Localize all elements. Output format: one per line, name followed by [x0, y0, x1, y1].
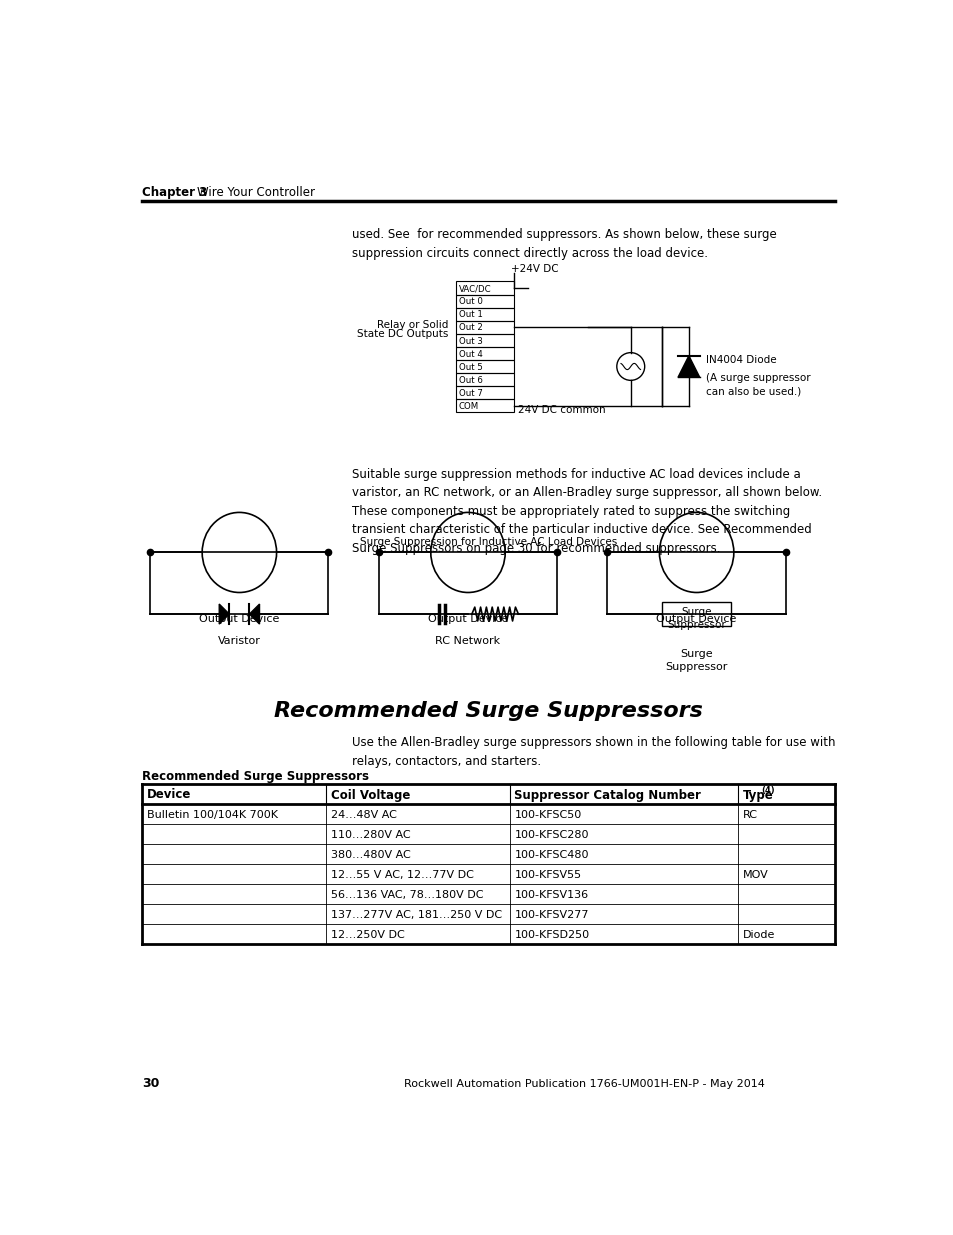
Polygon shape	[678, 356, 699, 377]
Text: Out 3: Out 3	[458, 337, 482, 346]
Polygon shape	[249, 604, 259, 624]
Text: Varistor: Varistor	[217, 636, 260, 646]
Text: Suitable surge suppression methods for inductive AC load devices include a
varis: Suitable surge suppression methods for i…	[352, 468, 821, 555]
Text: 100-KFSD250: 100-KFSD250	[514, 930, 589, 940]
Text: Out 6: Out 6	[458, 375, 482, 385]
Text: 100-KFSC480: 100-KFSC480	[514, 850, 588, 860]
Bar	[661, 601, 731, 626]
Text: Suppressor Catalog Number: Suppressor Catalog Number	[514, 788, 700, 802]
Bar	[456, 359, 514, 373]
Text: Out 2: Out 2	[458, 324, 482, 332]
Bar	[456, 399, 514, 412]
Text: 100-KFSV136: 100-KFSV136	[514, 890, 588, 900]
Text: used. See  for recommended suppressors. As shown below, these surge
suppression : used. See for recommended suppressors. A…	[352, 227, 776, 259]
Text: 110…280V AC: 110…280V AC	[331, 830, 410, 840]
Bar	[456, 347, 514, 359]
Text: Output Device: Output Device	[199, 614, 279, 624]
Bar	[456, 282, 514, 294]
Text: 100-KFSC280: 100-KFSC280	[514, 830, 588, 840]
Text: Device: Device	[147, 788, 192, 802]
Text: VAC/DC: VAC/DC	[458, 284, 491, 293]
Text: (A surge suppressor
can also be used.): (A surge suppressor can also be used.)	[705, 373, 810, 396]
Text: Out 5: Out 5	[458, 363, 482, 372]
Bar	[456, 321, 514, 333]
Text: Type: Type	[742, 788, 773, 802]
Text: IN4004 Diode: IN4004 Diode	[705, 354, 776, 364]
Text: Surge
Suppressor: Surge Suppressor	[666, 608, 725, 630]
Text: Out 4: Out 4	[458, 350, 482, 358]
Bar	[456, 333, 514, 347]
Text: Out 1: Out 1	[458, 310, 482, 320]
Text: Out 7: Out 7	[458, 389, 482, 398]
Text: 380…480V AC: 380…480V AC	[331, 850, 410, 860]
Text: Recommended Surge Suppressors: Recommended Surge Suppressors	[142, 771, 369, 783]
Text: Diode: Diode	[742, 930, 775, 940]
Text: Use the Allen-Bradley surge suppressors shown in the following table for use wit: Use the Allen-Bradley surge suppressors …	[352, 736, 835, 768]
Text: Relay or Solid: Relay or Solid	[376, 320, 448, 330]
Text: Surge Suppression for Inductive AC Load Devices: Surge Suppression for Inductive AC Load …	[360, 537, 617, 547]
Text: 24V DC common: 24V DC common	[517, 405, 605, 415]
Text: 12…250V DC: 12…250V DC	[331, 930, 404, 940]
Text: State DC Outputs: State DC Outputs	[356, 330, 448, 340]
Text: Chapter 3: Chapter 3	[142, 185, 208, 199]
Text: (4): (4)	[760, 785, 774, 795]
Text: 100-KFSC50: 100-KFSC50	[514, 810, 581, 820]
Text: MOV: MOV	[742, 871, 768, 881]
Text: Wire Your Controller: Wire Your Controller	[196, 185, 314, 199]
Text: 30: 30	[142, 1077, 160, 1091]
Bar	[456, 294, 514, 308]
Text: RC Network: RC Network	[435, 636, 500, 646]
Text: Coil Voltage: Coil Voltage	[331, 788, 410, 802]
Text: +24V DC: +24V DC	[511, 264, 558, 274]
Text: Output Device: Output Device	[656, 614, 736, 624]
Text: 56…136 VAC, 78…180V DC: 56…136 VAC, 78…180V DC	[331, 890, 483, 900]
Text: Out 0: Out 0	[458, 298, 482, 306]
Text: 100-KFSV55: 100-KFSV55	[514, 871, 581, 881]
Polygon shape	[219, 604, 229, 624]
Text: 12…55 V AC, 12…77V DC: 12…55 V AC, 12…77V DC	[331, 871, 473, 881]
Text: COM: COM	[458, 403, 478, 411]
Text: Output Device: Output Device	[427, 614, 508, 624]
Text: 24…48V AC: 24…48V AC	[331, 810, 396, 820]
Bar	[456, 373, 514, 387]
Text: Bulletin 100/104K 700K: Bulletin 100/104K 700K	[147, 810, 278, 820]
Text: RC: RC	[742, 810, 758, 820]
Text: Surge
Suppressor: Surge Suppressor	[665, 650, 727, 672]
Bar	[456, 308, 514, 321]
Text: Rockwell Automation Publication 1766-UM001H-EN-P - May 2014: Rockwell Automation Publication 1766-UM0…	[403, 1078, 764, 1089]
Text: 137…277V AC, 181…250 V DC: 137…277V AC, 181…250 V DC	[331, 910, 501, 920]
Text: Recommended Surge Suppressors: Recommended Surge Suppressors	[274, 701, 702, 721]
Text: 100-KFSV277: 100-KFSV277	[514, 910, 588, 920]
Bar	[456, 387, 514, 399]
